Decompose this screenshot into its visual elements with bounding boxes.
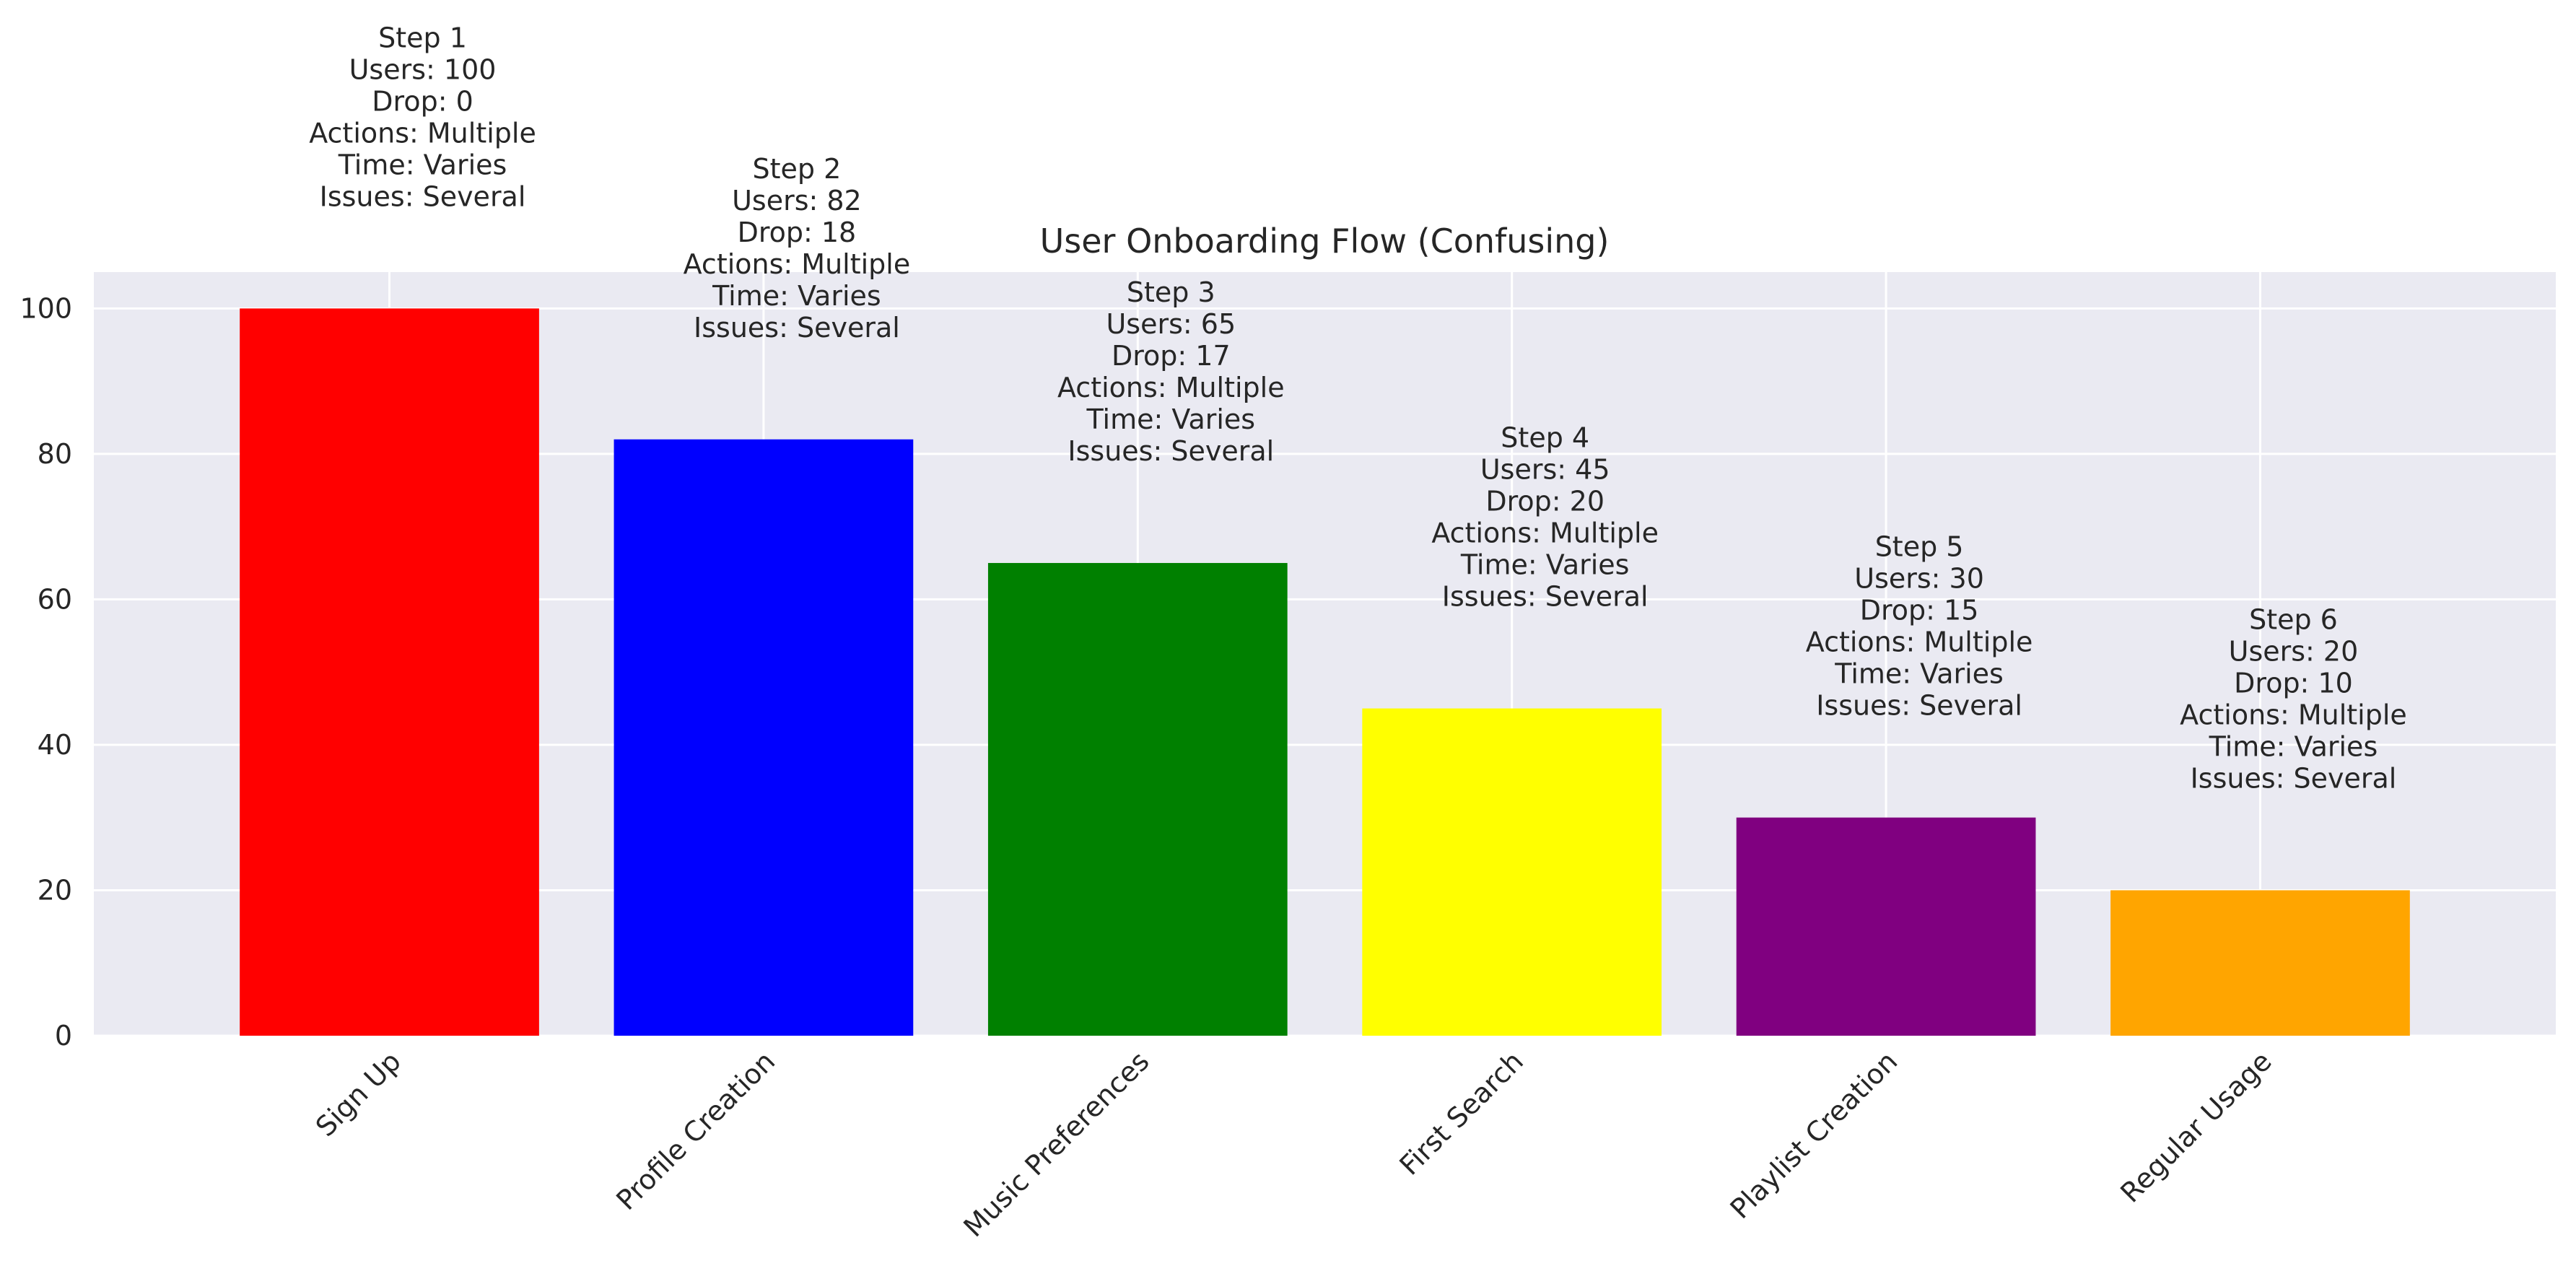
bar-music-preferences (987, 563, 1288, 1036)
bar-regular-usage (2110, 890, 2410, 1036)
x-tick-label: Regular Usage (2114, 1045, 2277, 1208)
y-tick-label: 20 (38, 874, 72, 906)
annotation-line: Users: 65 (1106, 308, 1236, 340)
annotation-line: Drop: 20 (1485, 486, 1604, 517)
annotation-line: Drop: 15 (1860, 595, 1979, 626)
annotation-line: Users: 100 (349, 53, 497, 85)
bar-annotations: Step 1 Users: 100 Drop: 0 Actions: Multiple… (309, 22, 2407, 794)
y-tick-label: 100 (19, 292, 72, 324)
bar-annotation: Step 5 Users: 30 Drop: 15 Actions: Multiple… (1806, 531, 2033, 722)
annotation-line: Users: 82 (732, 185, 862, 217)
annotation-line: Issues: Several (2191, 762, 2397, 794)
annotation-line: Drop: 0 (372, 85, 473, 117)
x-axis-ticks: Sign Up Profile Creation Music Preferences… (310, 1045, 2278, 1243)
annotation-line: Users: 20 (2229, 635, 2359, 667)
annotation-line: Drop: 18 (738, 217, 857, 248)
annotation-line: Issues: Several (1442, 581, 1649, 613)
annotation-line: Actions: Multiple (1057, 372, 1285, 403)
y-tick-label: 40 (38, 729, 72, 761)
annotation-line: Step 2 (753, 153, 842, 185)
y-tick-label: 80 (38, 438, 72, 470)
annotation-line: Issues: Several (694, 312, 900, 344)
annotation-line: Drop: 10 (2234, 667, 2353, 699)
annotation-line: Actions: Multiple (309, 117, 536, 149)
annotation-line: Issues: Several (320, 180, 526, 212)
annotation-line: Drop: 17 (1112, 340, 1231, 372)
bar-profile-creation (614, 439, 914, 1036)
x-tick-label: Profile Creation (610, 1045, 781, 1216)
annotation-line: Issues: Several (1816, 690, 2022, 722)
bar-first-search (1362, 708, 1662, 1036)
bar-sign-up (240, 308, 539, 1036)
y-tick-label: 0 (55, 1020, 72, 1052)
annotation-line: Actions: Multiple (684, 248, 911, 280)
annotation-line: Issues: Several (1067, 435, 1274, 467)
annotation-line: Actions: Multiple (1431, 517, 1659, 549)
annotation-line: Step 4 (1501, 422, 1589, 454)
bar-annotation: Step 6 Users: 20 Drop: 10 Actions: Multiple… (2180, 603, 2407, 794)
bar-annotation: Step 4 Users: 45 Drop: 20 Actions: Multiple… (1431, 422, 1659, 613)
x-tick-label: Sign Up (310, 1045, 407, 1143)
annotation-line: Time: Varies (2209, 730, 2378, 762)
bar-annotation: Step 2 Users: 82 Drop: 18 Actions: Multiple… (684, 153, 911, 344)
bar-annotation: Step 3 Users: 65 Drop: 17 Actions: Multiple… (1057, 276, 1285, 467)
annotation-line: Time: Varies (712, 280, 881, 312)
bar-annotation: Step 1 Users: 100 Drop: 0 Actions: Multiple… (309, 22, 536, 212)
x-tick-label: Playlist Creation (1724, 1045, 1904, 1225)
x-tick-label: First Search (1394, 1045, 1530, 1182)
annotation-line: Users: 30 (1854, 563, 1984, 595)
annotation-line: Step 1 (378, 22, 467, 53)
annotation-line: Step 6 (2249, 603, 2338, 635)
y-axis-ticks: 0 20 40 60 80 100 (19, 292, 72, 1052)
chart-title: User Onboarding Flow (Confusing) (1040, 222, 1610, 261)
annotation-line: Actions: Multiple (1806, 626, 2033, 658)
annotation-line: Users: 45 (1480, 454, 1610, 486)
annotation-line: Time: Varies (1834, 658, 2004, 690)
annotation-line: Actions: Multiple (2180, 699, 2407, 730)
annotation-line: Time: Varies (1460, 549, 1630, 581)
annotation-line: Step 3 (1127, 276, 1215, 308)
bars (240, 308, 2410, 1036)
annotation-line: Time: Varies (338, 149, 507, 180)
x-tick-label: Music Preferences (958, 1045, 1156, 1243)
annotation-line: Step 5 (1875, 531, 1964, 563)
annotation-line: Time: Varies (1086, 403, 1256, 435)
bar-playlist-creation (1736, 817, 2036, 1036)
y-tick-label: 60 (38, 583, 72, 615)
